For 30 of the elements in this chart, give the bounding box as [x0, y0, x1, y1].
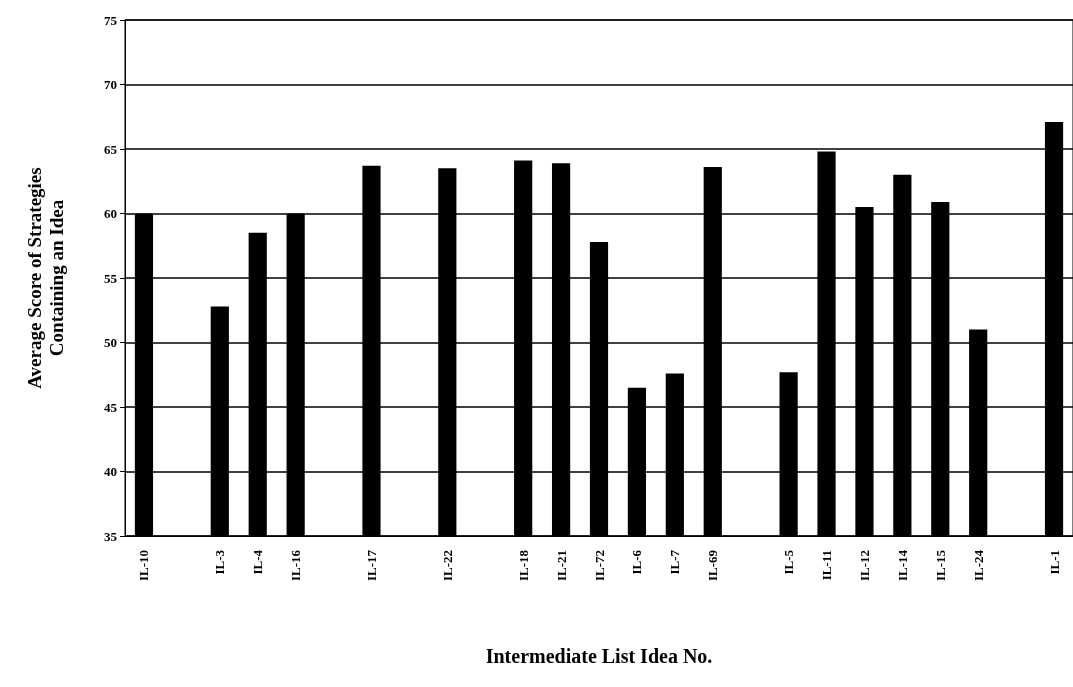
x-tick-label: IL-3	[212, 549, 228, 575]
x-tick-label: IL-7	[667, 549, 683, 575]
y-tick-label: 50	[104, 335, 117, 350]
x-tick-label: IL-18	[515, 549, 531, 582]
x-tick-label: IL-1	[1046, 550, 1062, 575]
x-tick-label: IL-22	[439, 550, 455, 582]
x-tick-label: IL-15	[932, 549, 948, 582]
y-tick-label: 55	[104, 270, 118, 286]
y-tick-label: 70	[104, 77, 117, 92]
y-tick-label: 35	[104, 528, 118, 544]
x-tick-label: IL-17	[363, 549, 379, 582]
y-tick-label: 60	[104, 206, 117, 221]
x-tick-label: IL-69	[705, 549, 721, 582]
x-tick-label: IL-4	[250, 549, 266, 575]
y-axis-title: Average Score of Strategies Containing an Idea	[23, 167, 67, 389]
y-tick-label: 65	[104, 141, 118, 157]
x-axis-title: Intermediate List Idea No.	[485, 645, 713, 667]
y-tick-label: 40	[104, 464, 117, 479]
x-tick-label: IL-24	[970, 549, 986, 582]
x-tick-label: IL-72	[591, 550, 607, 582]
x-tick-label: IL-21	[553, 550, 569, 582]
x-tick-label: IL-5	[781, 549, 797, 575]
x-tick-label: IL-6	[629, 549, 645, 575]
y-tick-label: 75	[104, 12, 118, 28]
x-tick-label: IL-10	[136, 550, 152, 582]
x-tick-label: IL-16	[288, 549, 304, 582]
x-tick-label: IL-11	[819, 550, 835, 581]
x-tick-label: IL-14	[894, 549, 910, 582]
x-tick-label: IL-12	[856, 550, 872, 582]
y-tick-label: 45	[104, 399, 118, 415]
